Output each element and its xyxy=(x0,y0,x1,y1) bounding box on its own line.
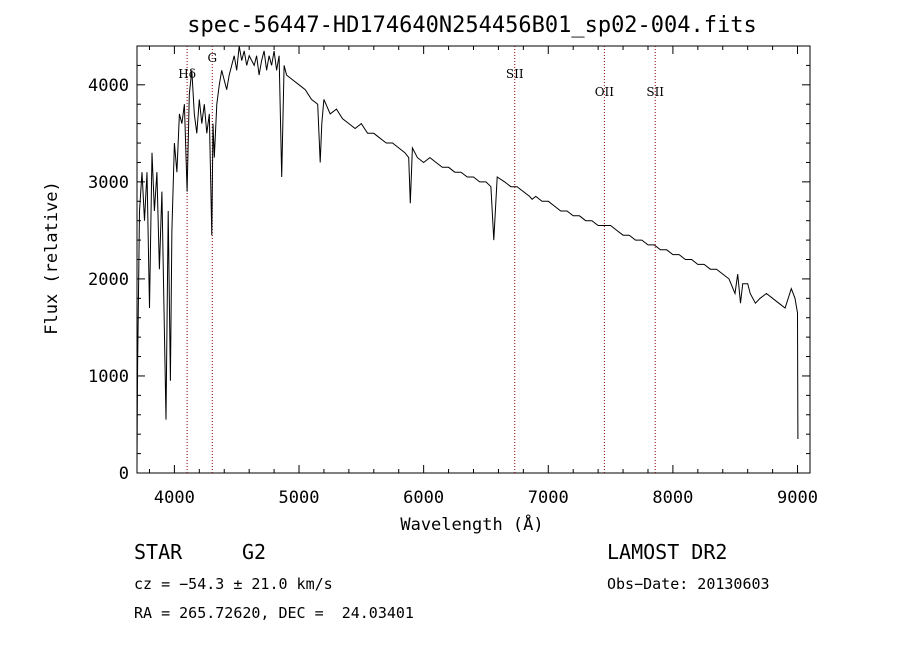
x-axis-ticks: 4000 5000 6000 7000 8000 9000 xyxy=(148,46,818,508)
survey-name: LAMOST DR2 xyxy=(607,540,728,564)
spectral-line-label: Hδ xyxy=(178,67,196,81)
x-tick-label: 6000 xyxy=(403,488,444,508)
redshift-cz: cz = −54.3 ± 21.0 km/s xyxy=(134,575,333,593)
y-axis-label: Flux (relative) xyxy=(42,181,62,335)
spectral-line-label: G xyxy=(207,51,217,65)
coordinates: RA = 265.72620, DEC = 24.03401 xyxy=(134,604,414,622)
y-tick-label: 0 xyxy=(119,464,129,484)
object-type: STAR xyxy=(134,540,183,564)
observation-date: Obs−Date: 20130603 xyxy=(607,575,770,593)
spectral-class: G2 xyxy=(242,540,267,564)
spectral-line-markers xyxy=(186,46,656,473)
spectral-line-labels: Hδ G SII OII SII xyxy=(178,51,664,99)
x-tick-label: 9000 xyxy=(777,488,818,508)
spectral-line-label: SII xyxy=(506,67,524,81)
y-axis-ticks: 0 1000 2000 3000 4000 xyxy=(88,45,810,484)
chart-title: spec-56447-HD174640N254456B01_sp02-004.f… xyxy=(187,13,757,38)
x-tick-label: 8000 xyxy=(652,488,693,508)
x-axis-label: Wavelength (Å) xyxy=(400,513,543,535)
x-tick-label: 4000 xyxy=(154,488,195,508)
x-tick-label: 7000 xyxy=(528,488,569,508)
spectrum-series xyxy=(136,45,799,464)
y-tick-label: 2000 xyxy=(88,270,129,290)
y-tick-label: 3000 xyxy=(88,173,129,193)
y-tick-label: 4000 xyxy=(88,76,129,96)
spectral-line-label: SII xyxy=(646,85,664,99)
x-tick-label: 5000 xyxy=(279,488,320,508)
plot-frame xyxy=(136,45,811,474)
spectral-line-label: OII xyxy=(595,85,615,99)
spectrum-chart: spec-56447-HD174640N254456B01_sp02-004.f… xyxy=(42,13,818,535)
y-tick-label: 1000 xyxy=(88,367,129,387)
